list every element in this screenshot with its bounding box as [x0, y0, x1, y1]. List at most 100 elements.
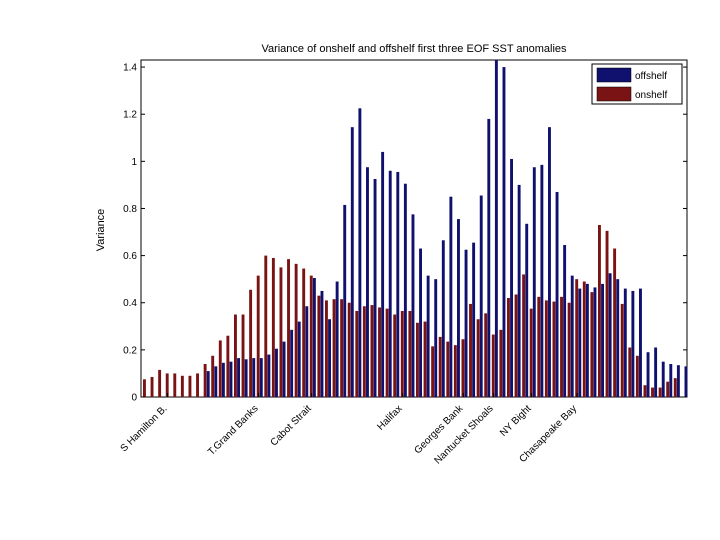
legend-label-onshelf: onshelf [635, 90, 667, 101]
bar-offshelf-62 [616, 279, 620, 397]
bar-offshelf-42 [464, 249, 468, 397]
bar-offshelf-14 [252, 358, 256, 397]
y-tick-label-6: 1.2 [123, 110, 137, 121]
bar-onshelf-48 [507, 298, 510, 397]
bar-offshelf-22 [312, 277, 316, 397]
bar-offshelf-17 [275, 348, 278, 397]
x-station-label-6: NY Bight [498, 403, 534, 439]
bar-offshelf-57 [578, 288, 582, 397]
bar-onshelf-61 [605, 230, 609, 397]
bar-onshelf-14 [249, 289, 253, 397]
bar-offshelf-65 [639, 288, 642, 397]
bar-onshelf-21 [302, 268, 306, 397]
bar-offshelf-28 [358, 108, 362, 397]
bar-onshelf-45 [484, 313, 488, 397]
bar-offshelf-67 [654, 347, 658, 397]
bar-onshelf-26 [340, 299, 344, 397]
x-axis-station-labels: S Hamilton B. T.Grand Banks Cabot Strait Ha… [119, 393, 579, 467]
bar-offshelf-63 [623, 288, 627, 397]
bar-onshelf-23 [317, 295, 321, 397]
bar-offshelf-43 [472, 242, 476, 397]
bar-onshelf-2 [158, 369, 162, 397]
x-station-label-1: T.Grand Banks [206, 403, 261, 458]
bar-offshelf-24 [328, 319, 331, 397]
bar-onshelf-70 [673, 378, 677, 397]
bar-offshelf-27 [350, 127, 354, 397]
bar-onshelf-5 [180, 375, 184, 397]
bar-onshelf-16 [264, 255, 268, 397]
bar-offshelf-29 [366, 167, 369, 397]
bar-onshelf-49 [514, 294, 518, 397]
bar-offshelf-40 [449, 196, 453, 397]
bar-onshelf-29 [362, 306, 366, 397]
bar-onshelf-1 [150, 376, 154, 397]
bar-onshelf-8 [203, 364, 207, 397]
y-tick-label-0: 0 [131, 393, 137, 404]
y-tick-label-7: 1.4 [123, 63, 137, 74]
bar-offshelf-50 [525, 223, 529, 397]
bar-offshelf-68 [661, 361, 665, 397]
bar-offshelf-39 [441, 240, 445, 397]
bar-onshelf-38 [431, 346, 435, 397]
bar-onshelf-51 [529, 308, 533, 397]
bar-onshelf-18 [279, 267, 283, 397]
bar-offshelf-51 [532, 167, 536, 397]
bar-offshelf-64 [631, 290, 635, 397]
bar-offshelf-30 [373, 179, 377, 397]
bar-offshelf-41 [457, 219, 460, 397]
bar-offshelf-54 [555, 191, 559, 397]
bar-offshelf-59 [593, 287, 597, 397]
bar-onshelf-57 [575, 279, 579, 397]
legend-swatch-offshelf [596, 67, 632, 83]
bar-onshelf-17 [271, 257, 275, 397]
bar-offshelf-11 [229, 361, 233, 397]
legend-label-offshelf: offshelf [635, 71, 667, 82]
bar-offshelf-31 [381, 151, 385, 397]
bar-onshelf-10 [218, 340, 222, 397]
bar-offshelf-66 [646, 352, 650, 397]
bar-offshelf-20 [297, 321, 301, 397]
bar-offshelf-49 [517, 184, 521, 397]
bar-offshelf-70 [676, 365, 680, 397]
bar-onshelf-12 [234, 314, 237, 397]
bar-offshelf-36 [419, 248, 422, 397]
y-tick-label-4: 0.8 [123, 204, 137, 215]
bar-onshelf-13 [241, 314, 245, 397]
bar-onshelf-3 [165, 373, 169, 397]
bar-onshelf-15 [256, 275, 260, 397]
bar-onshelf-52 [537, 296, 541, 397]
bar-offshelf-35 [411, 214, 415, 397]
bar-onshelf-68 [658, 387, 662, 397]
bar-onshelf-40 [446, 341, 450, 397]
bar-onshelf-31 [378, 307, 381, 397]
bar-onshelf-64 [628, 347, 632, 397]
bar-onshelf-33 [393, 314, 397, 397]
legend: offshelf onshelf [591, 63, 683, 105]
bar-onshelf-9 [211, 355, 215, 397]
bar-offshelf-55 [563, 245, 567, 397]
bar-offshelf-19 [290, 329, 294, 397]
y-tick-label-2: 0.4 [123, 298, 137, 309]
bars-layer [143, 60, 688, 398]
bar-onshelf-19 [287, 259, 290, 397]
y-tick-label-5: 1 [131, 157, 137, 168]
bar-onshelf-30 [370, 305, 374, 397]
bar-onshelf-43 [469, 303, 472, 397]
bar-offshelf-8 [206, 371, 210, 397]
bar-onshelf-28 [355, 310, 359, 397]
legend-swatch-onshelf [596, 86, 632, 102]
bar-offshelf-48 [510, 158, 513, 397]
bar-onshelf-0 [143, 379, 146, 397]
bar-offshelf-16 [267, 354, 271, 397]
bar-offshelf-13 [244, 359, 248, 397]
bar-onshelf-20 [294, 263, 298, 397]
bar-offshelf-23 [320, 290, 324, 397]
bar-offshelf-15 [259, 358, 263, 397]
bar-onshelf-53 [544, 300, 548, 397]
bar-offshelf-32 [388, 170, 392, 397]
x-station-label-5: Nantucket Shoals [433, 403, 496, 466]
bar-onshelf-65 [635, 355, 639, 397]
bar-onshelf-67 [651, 387, 654, 397]
bar-onshelf-50 [522, 274, 526, 397]
